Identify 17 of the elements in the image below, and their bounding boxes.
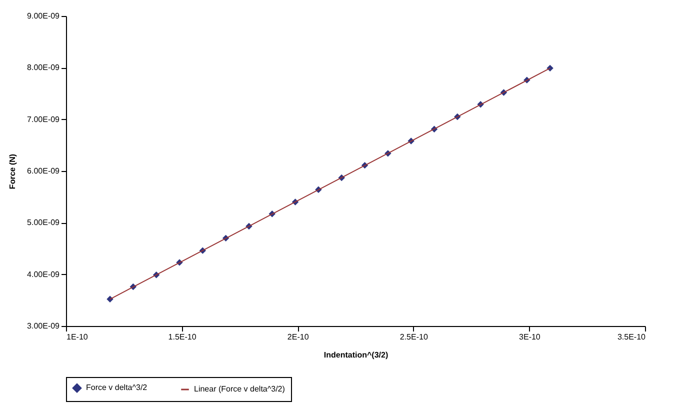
x-axis-title: Indentation^(3/2)	[324, 350, 388, 360]
y-tick-label: 8.00E-09	[27, 63, 60, 72]
x-tick-label: 3.5E-10	[617, 332, 646, 342]
y-tick-label: 4.00E-09	[27, 270, 60, 279]
y-tick-label: 9.00E-09	[27, 12, 60, 20]
x-tick-label: 3E-10	[519, 332, 541, 342]
x-tick-label: 2E-10	[287, 332, 310, 342]
legend-label: Force v delta^3/2	[86, 383, 148, 392]
y-tick-label: 6.00E-09	[27, 166, 60, 176]
x-tick-label: 2.5E-10	[400, 332, 428, 342]
y-axis-title: Force (N)	[8, 154, 18, 190]
y-tick-label: 3.00E-09	[27, 322, 60, 330]
y-tick-label: 5.00E-09	[27, 218, 60, 228]
x-tick-label: 1E-10	[66, 332, 88, 342]
y-tick-label: 7.00E-09	[27, 114, 60, 124]
legend-label: Linear (Force v delta^3/2)	[194, 384, 286, 394]
x-tick-label: 1.5E-10	[168, 332, 197, 342]
